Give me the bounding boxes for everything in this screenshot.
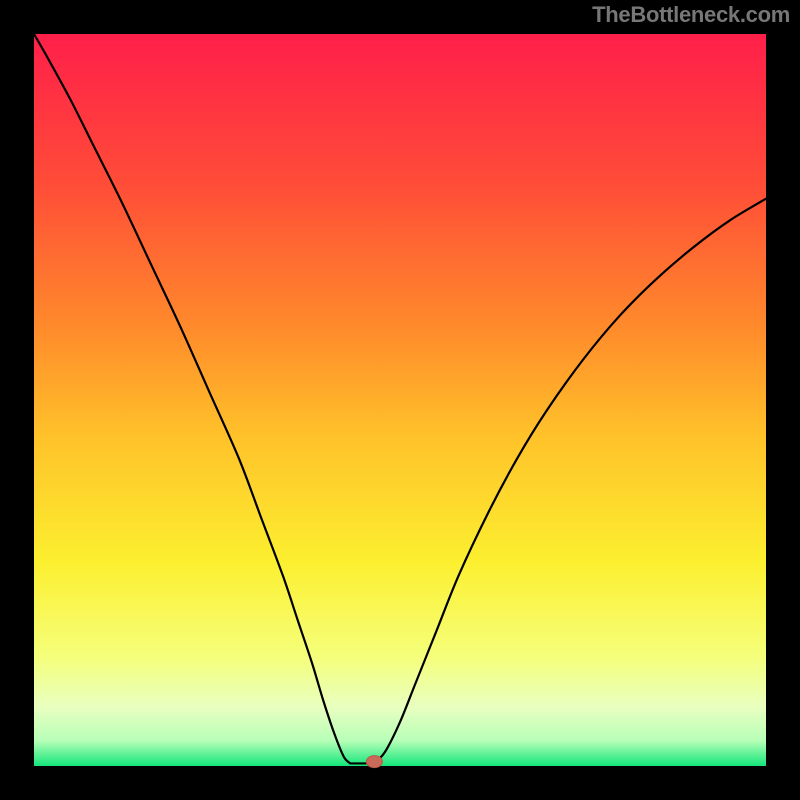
watermark-text: TheBottleneck.com (592, 2, 790, 28)
optimal-marker (366, 756, 382, 768)
plot-area (34, 34, 766, 766)
bottleneck-chart (0, 0, 800, 800)
chart-container: TheBottleneck.com (0, 0, 800, 800)
